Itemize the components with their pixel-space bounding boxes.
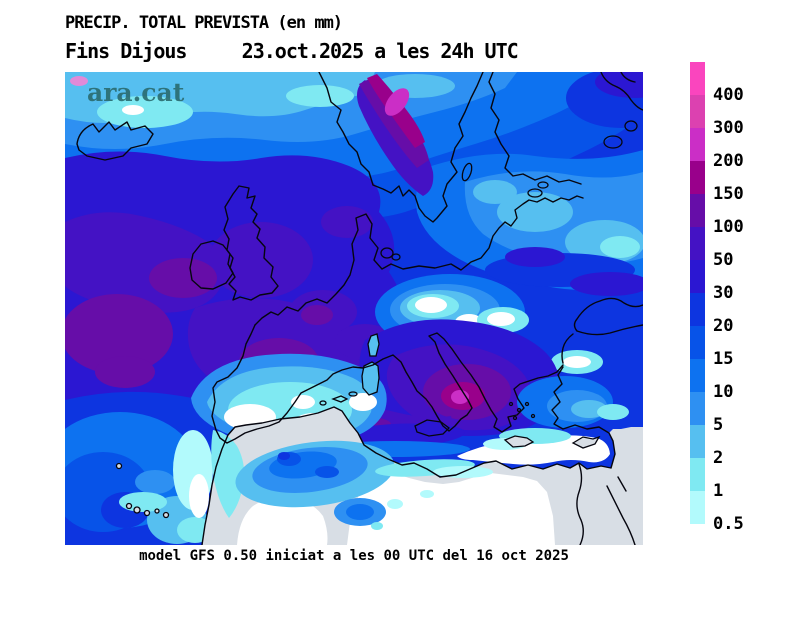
legend-tick-label: 200 (713, 151, 744, 171)
britain-coastline (223, 185, 279, 301)
iberia-med-coastline (211, 324, 564, 444)
scandinavia-coastline (318, 72, 484, 223)
legend-color-segment (690, 161, 705, 194)
dry-areas (202, 407, 643, 545)
model-info: model GFS 0.50 iniciat a les 00 UTC del … (139, 548, 569, 564)
page-subtitle: Fins Dijous 23.oct.2025 a les 24h UTC (65, 39, 519, 63)
nile-river (576, 463, 584, 545)
page-title: PRECIP. TOTAL PREVISTA (en mm) (65, 13, 343, 33)
legend-tick-label: 5 (713, 415, 724, 435)
legend-color-segment (690, 62, 705, 95)
legend-color-segment (690, 458, 705, 491)
legend-tick-label: 2 (713, 448, 724, 468)
legend-tick-label: 50 (713, 250, 734, 270)
legend-tick-label: 10 (713, 382, 734, 402)
legend-color-segment (690, 293, 705, 326)
white-sea-coastline (600, 72, 643, 111)
legend-tick-label: 100 (713, 217, 744, 237)
red-sea-coastline (606, 476, 636, 545)
legend-color-segment (690, 227, 705, 260)
black-sea-coastline (561, 297, 643, 364)
legend-tick-label: 20 (713, 316, 734, 336)
legend-tick-label: 30 (713, 283, 734, 303)
legend-color-segment (690, 392, 705, 425)
legend-tick-label: 300 (713, 118, 744, 138)
legend-colorbar (690, 62, 705, 524)
turkey-africa-coastline (201, 366, 616, 545)
legend-tick-label: 150 (713, 184, 744, 204)
legend-tick-label: 1 (713, 481, 724, 501)
legend-color-segment (690, 95, 705, 128)
precip-map: ara.cat (65, 72, 643, 545)
continental-north-coastline (254, 195, 584, 326)
legend-color-segment (690, 128, 705, 161)
legend-color-segment (690, 491, 705, 524)
legend-color-segment (690, 194, 705, 227)
iceland-coastline (76, 121, 154, 161)
legend-color-segment (690, 326, 705, 359)
europe-precip-svg (65, 72, 643, 545)
legend-color-segment (690, 359, 705, 392)
legend-tick-label: 400 (713, 85, 744, 105)
islands (115, 120, 638, 519)
legend-labels: 400 300 200 150 100 50 30 20 15 10 5 2 1 0.5 (713, 62, 793, 534)
legend: 400 300 200 150 100 50 30 20 15 10 5 2 1 0.5 (690, 62, 800, 534)
legend-tick-label: 15 (713, 349, 734, 369)
legend-tick-label: 0.5 (713, 514, 744, 534)
watermark: ara.cat (87, 78, 185, 107)
coastlines (76, 72, 643, 545)
legend-color-segment (690, 425, 705, 458)
finland-coastline (488, 72, 582, 185)
legend-color-segment (690, 260, 705, 293)
